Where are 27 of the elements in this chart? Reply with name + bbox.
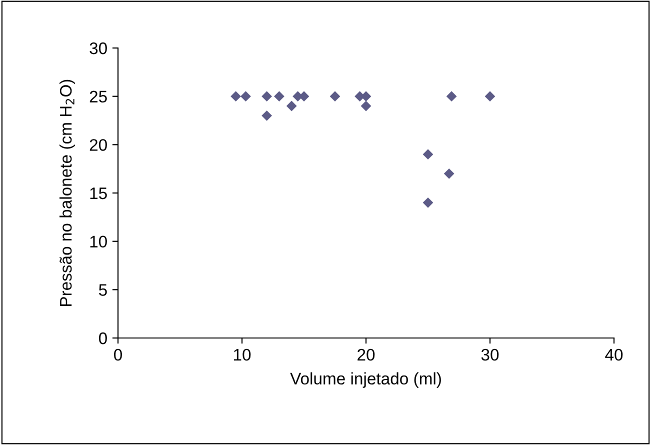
point: [262, 91, 272, 102]
point: [230, 91, 241, 102]
point: [286, 100, 297, 112]
y-tick-label: 5: [98, 284, 107, 296]
point: [330, 91, 340, 102]
point: [484, 91, 496, 102]
point: [274, 91, 284, 102]
x-tick-label: 40: [605, 348, 623, 361]
y-tick-label: 20: [90, 139, 107, 151]
x-tick-label: 0: [114, 348, 122, 361]
x-tick-label: 30: [481, 348, 499, 361]
point: [360, 100, 372, 112]
y-tick-label: 10: [90, 236, 107, 248]
x-tick-label: 10: [234, 348, 251, 361]
point: [240, 91, 251, 102]
y-tick-label: 15: [90, 188, 107, 200]
point: [446, 91, 457, 102]
y-tick-label: 25: [90, 90, 107, 103]
y-tick-label: 0: [98, 332, 107, 344]
y-axis-title: Pressão no balonete (cm H$_{2}$O): [59, 80, 76, 306]
x-axis-title: Volume injetado (ml): [290, 372, 441, 388]
point: [444, 168, 454, 179]
point: [262, 110, 272, 121]
y-tick-label: 30: [90, 42, 107, 54]
point: [422, 197, 434, 208]
point: [422, 149, 434, 160]
x-tick-label: 20: [358, 348, 375, 361]
